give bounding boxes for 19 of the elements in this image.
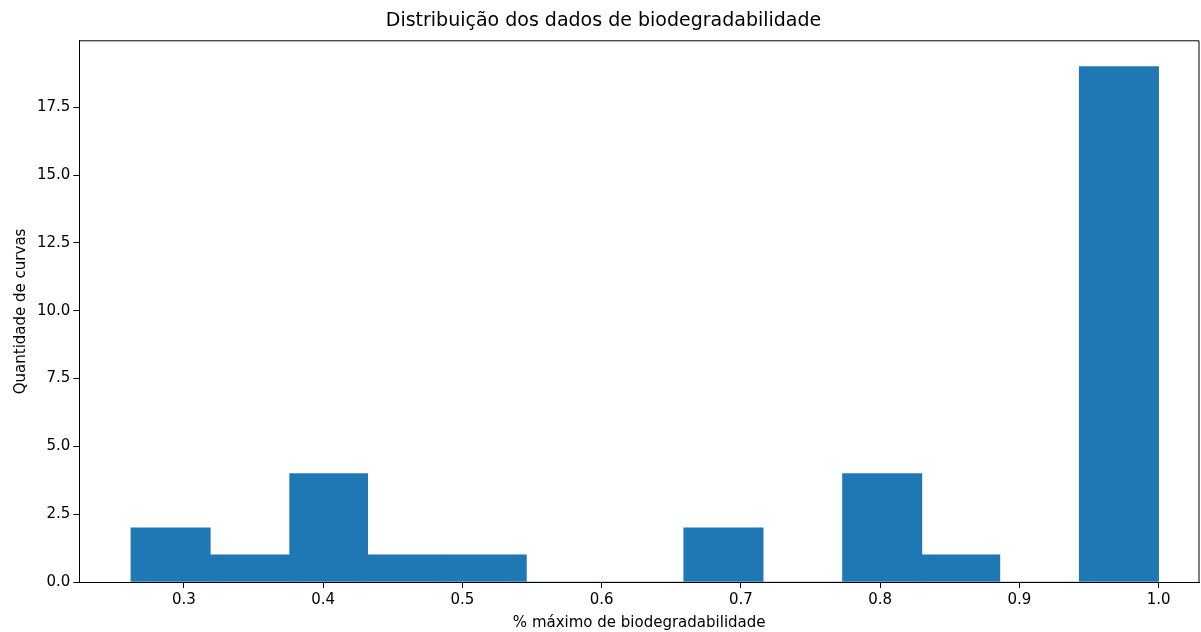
y-axis-title: Quantidade de curvas	[10, 228, 29, 395]
x-axis-title: % máximo de biodegradabilidade	[512, 612, 766, 631]
x-tick-label: 0.4	[311, 589, 336, 608]
y-tick-label: 15.0	[36, 164, 71, 183]
y-tick-label: 5.0	[46, 436, 71, 455]
y-tick-label: 7.5	[46, 368, 71, 387]
y-tick-label: 0.0	[46, 571, 71, 590]
y-tick-label: 2.5	[46, 504, 71, 523]
x-tick-label: 0.3	[171, 589, 196, 608]
x-tick-label: 0.5	[450, 589, 475, 608]
y-tick-label: 12.5	[36, 232, 71, 251]
y-tick-label: 17.5	[36, 97, 71, 116]
x-tick-label: 1.0	[1146, 589, 1171, 608]
x-tick-label: 0.7	[728, 589, 753, 608]
chart-title: Distribuição dos dados de biodegradabilidade	[385, 8, 822, 31]
x-tick-label: 0.6	[589, 589, 614, 608]
x-tick-label: 0.9	[1007, 589, 1032, 608]
y-tick-label: 10.0	[36, 300, 71, 319]
x-tick-label: 0.8	[868, 589, 893, 608]
